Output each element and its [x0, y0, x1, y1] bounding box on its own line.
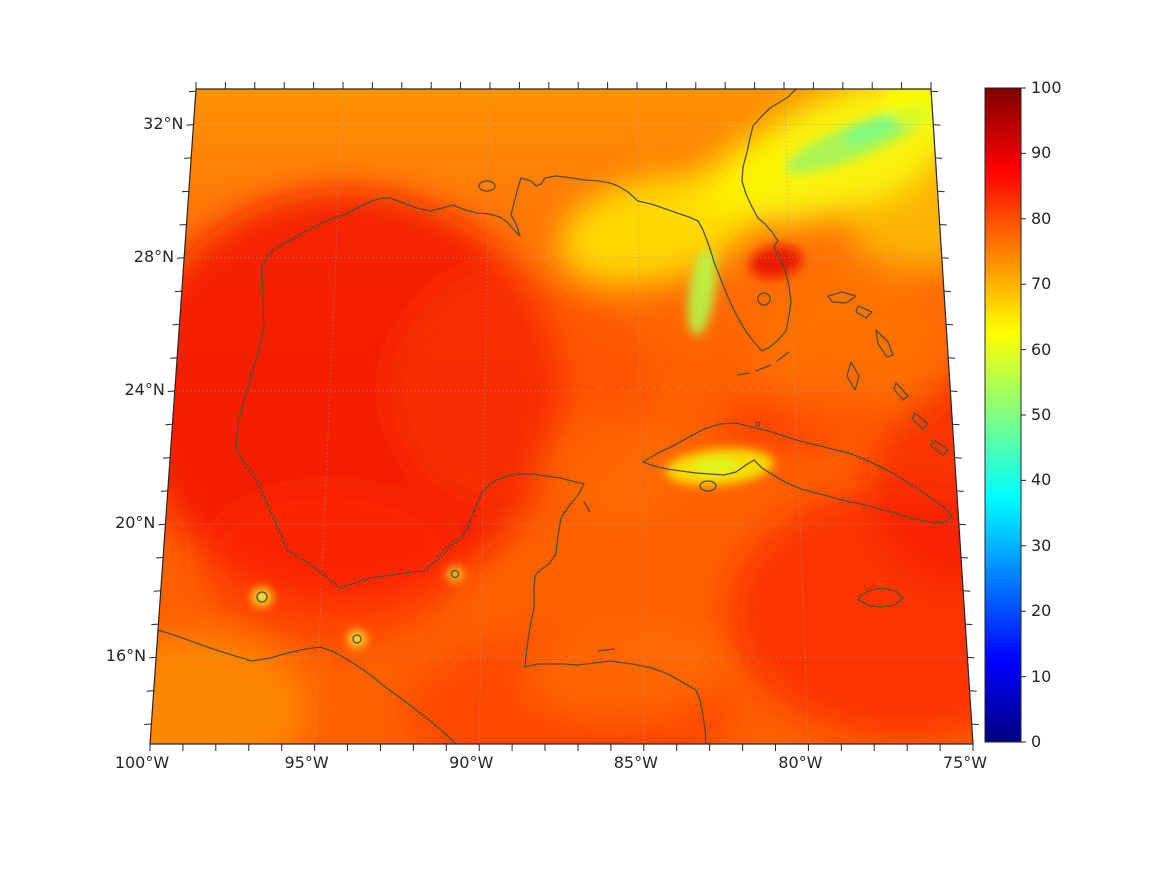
coastline-jamaica — [858, 587, 904, 608]
colorbar-tick-label-50: 50 — [1031, 405, 1052, 424]
coastlines — [150, 89, 953, 744]
bahama-island-7 — [930, 439, 949, 456]
colorbar-tick-label-80: 80 — [1031, 209, 1052, 228]
colorbar-tick-label-30: 30 — [1031, 536, 1052, 555]
field-patch-northeast-corner — [883, 89, 973, 129]
bay-islands — [597, 648, 615, 652]
coastline-mexico-yucatan-central-america — [235, 447, 707, 744]
isla-juventud — [699, 480, 717, 492]
lat-tick-label-16n: 16°N — [105, 646, 147, 665]
field-patch-highland-spot-1 — [252, 588, 272, 606]
field-patch-cuba-core — [694, 459, 738, 473]
field-patch-florida-coast-sliver — [687, 248, 717, 336]
bahama-island-3 — [846, 361, 860, 391]
islands-and-lakes — [256, 180, 949, 652]
field-patch-georgia-coast-low — [690, 138, 784, 214]
lon-tick-label-95w: 95°W — [284, 753, 329, 772]
colorbar-tick-label-20: 20 — [1031, 601, 1052, 620]
colorbar-tick-label-10: 10 — [1031, 667, 1052, 686]
coastline-cuba — [642, 422, 953, 524]
field-patch-honduras — [527, 632, 717, 716]
bahama-island-4 — [875, 329, 894, 358]
axis-ticks — [144, 82, 979, 751]
field-patch-highland-spot-3 — [447, 567, 463, 581]
lon-tick-label-90w: 90°W — [449, 753, 494, 772]
colorbar-tick-label-70: 70 — [1031, 274, 1052, 293]
colorbar-tick-label-90: 90 — [1031, 143, 1052, 162]
lat-tick-label-28n: 28°N — [133, 247, 175, 266]
field-patch-bahamas — [753, 280, 943, 424]
field-patch-streak-inner-green — [842, 115, 902, 145]
colorbar-ticks — [1021, 87, 1026, 743]
lat-tick-label-24n: 24°N — [124, 380, 165, 399]
lon-tick-label-75w: 75°W — [942, 753, 988, 772]
bahama-island-5 — [893, 382, 909, 401]
cozumel-island — [583, 501, 591, 513]
field-patch-highland-spot-2 — [348, 631, 366, 647]
lake-okeechobee — [757, 292, 771, 306]
highland-contour-1 — [256, 591, 268, 603]
highland-contour-2 — [352, 634, 362, 644]
lat-tick-label-32n: 32°N — [143, 114, 184, 133]
cay-sal-bank — [755, 421, 761, 427]
colorbar-tick-label-100: 100 — [1031, 78, 1062, 97]
bahama-island-1 — [827, 291, 857, 304]
lon-tick-label-100w: 100°W — [114, 753, 170, 772]
coastline-us-gulf-atlantic — [235, 89, 797, 449]
highland-contour-3 — [450, 569, 460, 579]
colorbar-tick-label-60: 60 — [1031, 340, 1052, 359]
field-patch-yucatan-channel — [540, 420, 684, 516]
colorbar — [984, 87, 1022, 743]
lon-tick-label-80w: 80°W — [778, 753, 823, 772]
field-patch-east-florida-hot-spot — [749, 245, 803, 279]
field-patch-eastern-caribbean — [730, 487, 973, 737]
bahama-island-6 — [911, 412, 929, 430]
florida-keys — [737, 351, 790, 376]
graticule-gridlines — [156, 88, 968, 745]
lat-tick-label-20n: 20°N — [115, 513, 156, 532]
colorbar-tick-label-40: 40 — [1031, 470, 1052, 489]
colorbar-tick-label-0: 0 — [1031, 732, 1042, 751]
field-patch-northeast-tail — [848, 174, 973, 270]
lon-tick-label-85w: 85°W — [613, 753, 658, 772]
field-patch-right-edge-mid — [870, 375, 973, 585]
bahama-island-2 — [855, 305, 873, 319]
heatmap-field — [150, 89, 973, 744]
field-patch-bay-of-campeche — [200, 487, 460, 643]
lake-pontchartrain — [478, 180, 496, 192]
coastline-mexico-pacific — [150, 627, 457, 744]
field-patch-southwest-corner — [150, 636, 308, 744]
field-patches-large — [150, 89, 973, 744]
